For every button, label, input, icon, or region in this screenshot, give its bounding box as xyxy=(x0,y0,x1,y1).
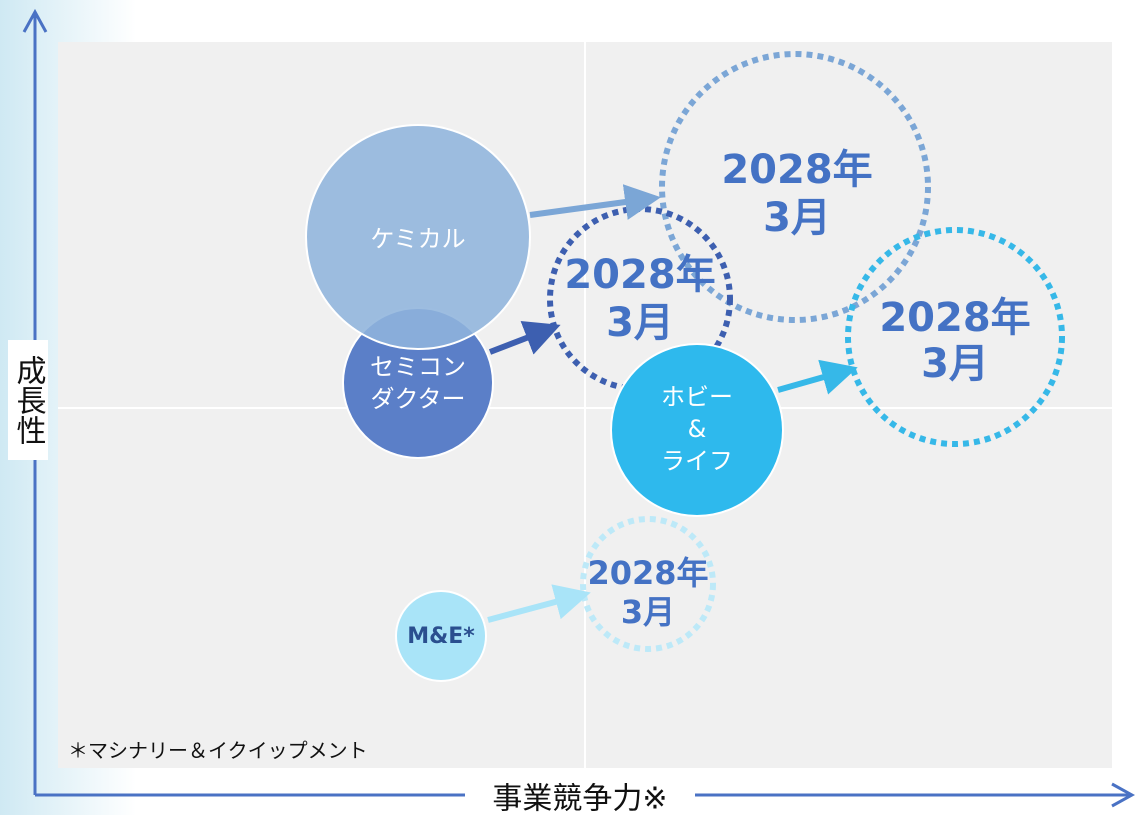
bubble xyxy=(610,343,784,517)
bubble-label: ライフ xyxy=(661,447,733,475)
target-label: 2028年 xyxy=(879,295,1030,341)
arrow xyxy=(529,184,661,220)
bubble xyxy=(395,590,487,682)
bubble-label: ダクター xyxy=(370,385,465,413)
target-circle xyxy=(659,51,931,323)
footnote: ＊マシナリー＆イクイップメント xyxy=(68,739,368,763)
bubble-label: & xyxy=(688,415,707,443)
target-label: 2028年 xyxy=(564,252,715,298)
bubble-label: ケミカル xyxy=(370,225,465,253)
arrow xyxy=(488,320,561,355)
bubble-label: セミコン xyxy=(370,353,466,381)
bubble xyxy=(305,124,531,350)
arrow xyxy=(777,359,858,395)
target-label: 3月 xyxy=(621,593,675,631)
x-axis-label: 事業競争力※ xyxy=(492,782,667,815)
bubble-label: ホビー xyxy=(661,383,733,411)
target-circle xyxy=(845,227,1065,447)
target-label: 3月 xyxy=(763,195,831,241)
target-label: 3月 xyxy=(606,300,674,346)
bubble-label: M&E* xyxy=(407,624,475,649)
target-label: 2028年 xyxy=(587,554,708,592)
label-bg xyxy=(465,780,695,815)
target-label: 3月 xyxy=(921,341,989,387)
y-axis-label: 成長性 xyxy=(11,355,47,445)
target-circle xyxy=(580,516,716,652)
target-label: 2028年 xyxy=(721,147,872,193)
label-bg xyxy=(8,340,48,460)
arrow xyxy=(487,584,591,623)
